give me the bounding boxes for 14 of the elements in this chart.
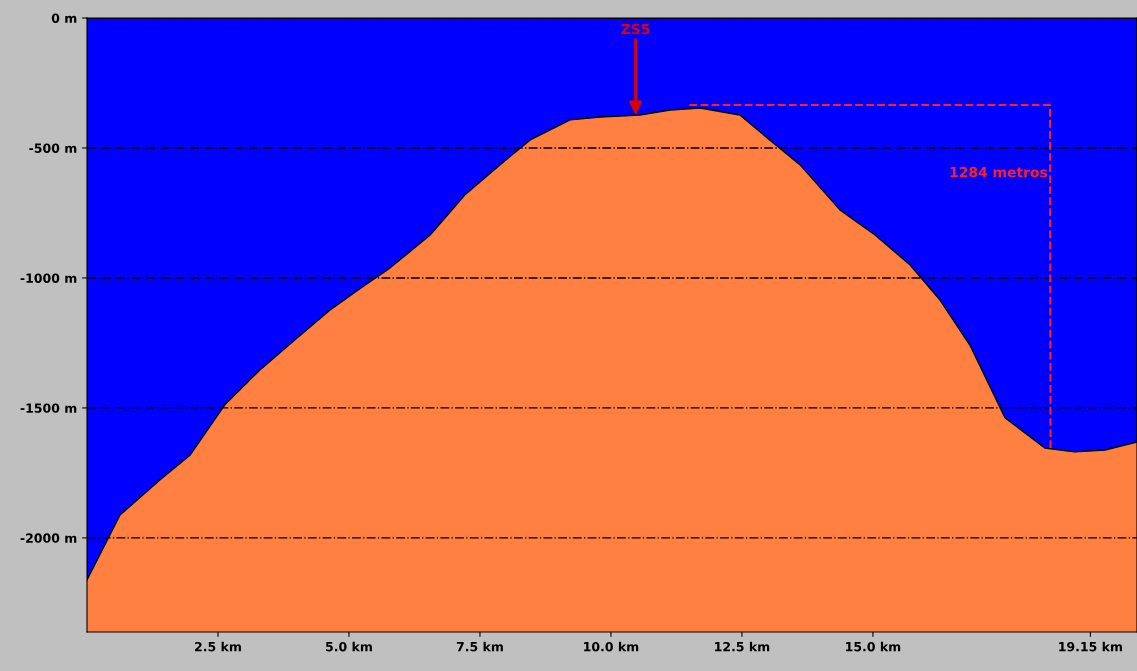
y-tick-label: -1000 m [20,273,77,283]
x-tick-label: 7.5 km [456,641,503,652]
x-tick-label: 12.5 km [715,641,770,652]
x-tick-label: 15.0 km [846,641,901,652]
y-tick-label: -1500 m [20,403,77,413]
x-tick-label: 2.5 km [195,641,241,652]
annotation: 1284 metros [950,166,1048,178]
x-tick-label: 10.0 km [584,641,639,652]
y-tick-label: -2000 m [20,533,77,543]
x-tick-label: 5.0 km [326,641,372,652]
x-tick-label: 19.15 km [1059,641,1122,652]
annotation: ZS5 [621,23,650,35]
y-tick-label: -500 m [29,143,77,153]
y-tick-label: 0 m [51,13,77,23]
